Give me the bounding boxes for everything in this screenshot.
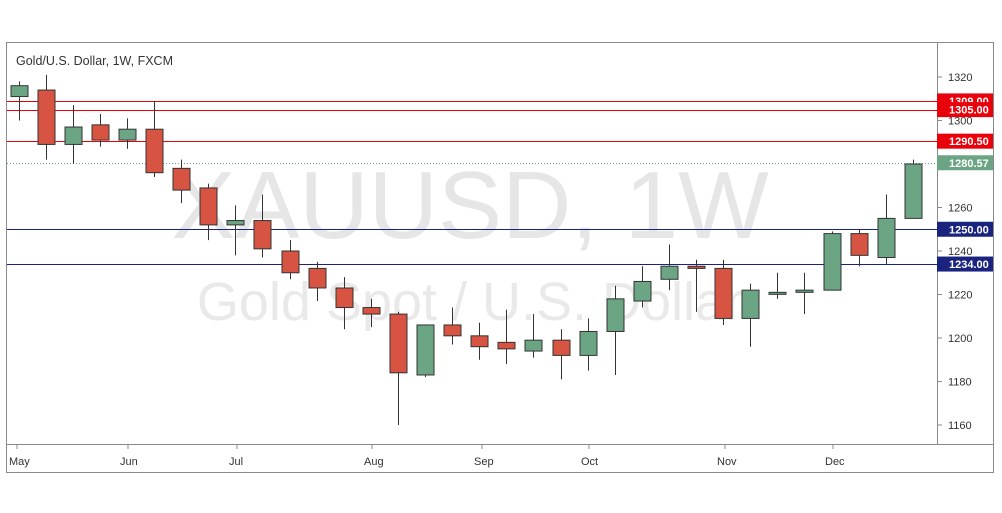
x-tick-label: Jul — [229, 456, 243, 468]
candle-body-down — [443, 324, 462, 337]
level-label-1250.00-bg — [937, 221, 993, 237]
candle-body-up — [10, 85, 29, 98]
level-label-1250.00: 1250.00 — [949, 224, 989, 236]
levels-layer — [7, 101, 937, 265]
candle-body-down — [389, 313, 408, 374]
level-label-1234.00: 1234.00 — [949, 259, 989, 271]
level-label-1290.50-bg — [937, 133, 993, 149]
level-label-1234.00-bg — [937, 256, 993, 272]
candle-body-up — [633, 280, 652, 302]
candle-body-up — [64, 126, 83, 145]
time-axis[interactable]: May Jun Jul Aug Sep Oct Nov Dec — [9, 444, 845, 468]
y-tick-label: 1260 — [948, 203, 972, 215]
candle-body-down — [687, 265, 706, 269]
y-tick-label: 1160 — [948, 420, 972, 432]
candle-body-down — [470, 335, 489, 348]
candle-body-up — [660, 265, 679, 280]
candle-body-down — [145, 128, 164, 174]
candle-body-up — [877, 217, 896, 259]
x-tick-label: Jun — [120, 456, 138, 468]
candle-body-up — [579, 330, 598, 356]
candle-body-down — [199, 187, 218, 226]
candle-body-down — [362, 307, 381, 315]
price-labels-layer: 1309.001305.001290.501250.001234.001280.… — [937, 93, 993, 272]
candle-body-down — [497, 341, 516, 350]
candle-body-down — [281, 250, 300, 274]
last-price-label: 1280.57 — [949, 158, 989, 170]
y-tick-label: 1320 — [948, 72, 972, 84]
last-price-label-bg — [937, 155, 993, 171]
candle-body-down — [308, 267, 327, 289]
level-label-1290.50: 1290.50 — [949, 136, 989, 148]
candle-body-down — [714, 267, 733, 319]
y-tick-label: 1180 — [948, 377, 972, 389]
x-tick-label: Aug — [364, 456, 384, 468]
candle-body-up — [416, 324, 435, 376]
level-label-1305.00: 1305.00 — [949, 105, 989, 117]
x-tick-label: May — [9, 456, 30, 468]
y-tick-label: 1200 — [948, 333, 972, 345]
candles-layer — [10, 74, 923, 425]
level-label-1305.00-bg — [937, 102, 993, 118]
candle-body-down — [91, 124, 110, 141]
candle-body-up — [606, 298, 625, 332]
y-tick-label: 1220 — [948, 290, 972, 302]
y-tick-label: 1240 — [948, 246, 972, 258]
candle-body-up — [795, 289, 814, 293]
candle-body-up — [524, 339, 543, 352]
candle-body-down — [37, 89, 56, 145]
watermark-name: Gold Spot / U.S. Dollar — [197, 272, 743, 332]
x-tick-label: Dec — [825, 456, 845, 468]
candle-body-up — [226, 220, 245, 226]
candle-body-up — [118, 128, 137, 141]
candle-body-down — [850, 233, 869, 256]
candle-body-down — [552, 339, 571, 356]
candle-body-up — [904, 163, 923, 219]
x-tick-label: Nov — [717, 456, 737, 468]
chart-title: Gold/U.S. Dollar, 1W, FXCM — [16, 54, 173, 68]
x-tick-label: Sep — [474, 456, 494, 468]
candle-body-down — [335, 287, 354, 309]
candle-body-up — [768, 291, 787, 295]
x-tick-label: Oct — [581, 456, 598, 468]
candle-body-down — [253, 220, 272, 250]
y-tick-label: 1300 — [948, 116, 972, 128]
candle-body-down — [172, 167, 191, 191]
candle-body-up — [823, 233, 842, 291]
candle-body-up — [741, 289, 760, 319]
